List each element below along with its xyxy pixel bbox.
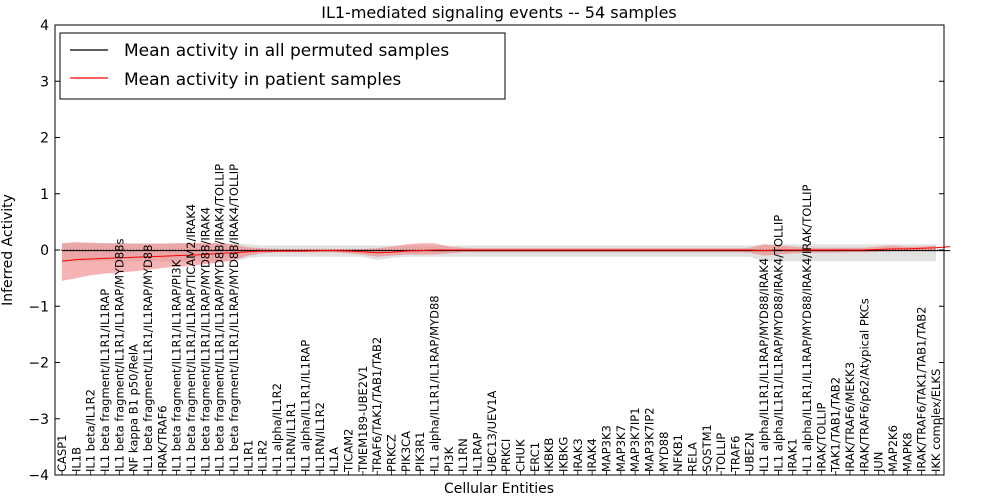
series-lines [61, 246, 951, 262]
category-label: IL1 alpha/IL1R1/IL1RAP/MYD88/IRAK4/IRAK/… [800, 185, 814, 472]
category-label: CASP1 [55, 435, 69, 472]
category-label: IL1 beta fragment/IL1R1/IL1RAP [98, 289, 112, 472]
category-label: IRAK1 [786, 438, 800, 472]
category-label: IKBKG [557, 437, 571, 472]
category-label: TOLLIP [714, 433, 728, 473]
category-label: IL1 alpha/IL1R2 [270, 383, 284, 472]
category-label: IRAK/TRAF6 [155, 405, 169, 472]
y-axis-ticks: 4 3 2 1 0 −1 −2 −3 −4 [28, 18, 944, 484]
category-label: SQSTM1 [700, 424, 714, 472]
category-label: MAP3K3 [600, 425, 614, 472]
y-tick-label: −3 [28, 412, 49, 428]
line-patient [61, 246, 951, 262]
legend-label-permuted: Mean activity in all permuted samples [124, 41, 449, 61]
category-label: PIK3CA [399, 431, 413, 472]
category-label: IL1RN/IL1R2 [313, 402, 327, 472]
category-label: IL1 beta fragment/IL1R1/IL1RAP/PI3K [170, 259, 184, 472]
category-label: PRKCI [499, 439, 513, 472]
legend: Mean activity in all permuted samples Me… [59, 32, 506, 100]
legend-box [59, 32, 506, 100]
category-label: IRAK/TOLLIP [814, 403, 828, 472]
category-label: MAP3K7IP1 [628, 407, 642, 472]
category-label: IKK complex/ELKS [929, 369, 943, 472]
category-label: IKBKB [542, 438, 556, 472]
category-label: PIK3R1 [413, 432, 427, 473]
y-tick-label: −1 [28, 299, 49, 315]
category-label: IL1 alpha/IL1R1/IL1RAP/MYD88/IRAK4 [757, 258, 771, 472]
category-label: IL1 beta fragment/IL1R1/IL1RAP/TICAM2/IR… [184, 204, 198, 472]
category-label: PI3K [442, 446, 456, 472]
legend-label-patient: Mean activity in patient samples [124, 70, 401, 90]
plot-frame [54, 24, 945, 476]
category-label: MAP2K6 [886, 425, 900, 472]
category-label: IL1 beta fragment/IL1R1/IL1RAP/MYD88/IRA… [227, 164, 241, 472]
category-label: JUN [872, 452, 886, 473]
category-label: IL1 beta fragment/IL1R1/IL1RAP/MYD88s [112, 239, 126, 472]
category-label: IL1 beta fragment/IL1R1/IL1RAP/MYD88 [141, 245, 155, 472]
x-axis-label: Cellular Entities [444, 481, 554, 497]
category-label: MYD88 [657, 432, 671, 472]
y-tick-label: 4 [40, 18, 49, 34]
chart-title: IL1-mediated signaling events -- 54 samp… [321, 3, 677, 22]
category-label: IL1R2 [256, 440, 270, 472]
category-label: IRAK3 [571, 438, 585, 472]
category-label: ERC1 [528, 442, 542, 472]
y-tick-label: 0 [40, 243, 49, 259]
category-label: NFKB1 [671, 434, 685, 472]
category-label: IRAK/TRAF6/TAK1/TAB1/TAB2 [915, 307, 929, 472]
y-tick-label: 3 [40, 74, 49, 90]
category-label: CHUK [514, 439, 528, 472]
category-label: TMEM189-UBE2V1 [356, 366, 370, 473]
category-label: TAK1/TAB1/TAB2 [829, 377, 843, 473]
band-patient [62, 242, 936, 281]
y-tick-label: −2 [28, 356, 49, 372]
category-label: IRAK4 [585, 438, 599, 472]
category-label: IL1RAP [471, 432, 485, 472]
category-label: TRAF6/TAK1/TAB1/TAB2 [370, 337, 384, 473]
category-label: IL1A [327, 447, 341, 472]
y-tick-label: −4 [28, 468, 49, 484]
category-label: IL1 alpha/IL1R1/IL1RAP [299, 340, 313, 472]
category-label: MAPK8 [900, 432, 914, 472]
category-label: UBE2N [743, 432, 757, 472]
category-label: UBC13/UEV1A [485, 390, 499, 472]
category-label: IL1B [69, 447, 83, 472]
category-label: IL1 beta/IL1R2 [84, 389, 98, 472]
category-label: TICAM2 [342, 428, 356, 473]
category-labels: CASP1 IL1B IL1 beta/IL1R2 IL1 beta fragment… [55, 164, 943, 475]
category-label: IL1 beta fragment/IL1R1/IL1RAP/MYD88/IRA… [213, 164, 227, 472]
category-label: IL1 alpha/IL1R1/IL1RAP/MYD88/IRAK4/TOLLI… [771, 215, 785, 472]
category-label: PRKCZ [385, 434, 399, 472]
y-tick-label: 2 [40, 131, 49, 147]
category-label: MAP3K7 [614, 425, 628, 472]
category-label: IL1RN/IL1R1 [284, 402, 298, 472]
category-label: IL1R1 [241, 440, 255, 472]
category-label: IRAK/TRAF6/MEKK3 [843, 362, 857, 472]
y-axis-label: Inferred Activity [0, 194, 16, 306]
category-label: IL1 beta fragment/IL1R1/IL1RAP/MYD88/IRA… [198, 207, 212, 472]
category-label: RELA [685, 442, 699, 472]
category-label: IL1RN [456, 438, 470, 472]
category-label: TRAF6 [728, 436, 742, 473]
category-label: IRAK/TRAF6/p62/Atypical PKCs [857, 298, 871, 472]
category-label: IL1 alpha/IL1R1/IL1RAP/MYD88 [428, 295, 442, 472]
category-label: NF kappa B1 p50/RelA [127, 344, 141, 472]
category-label: MAP3K7IP2 [642, 407, 656, 472]
y-tick-label: 1 [40, 187, 49, 203]
